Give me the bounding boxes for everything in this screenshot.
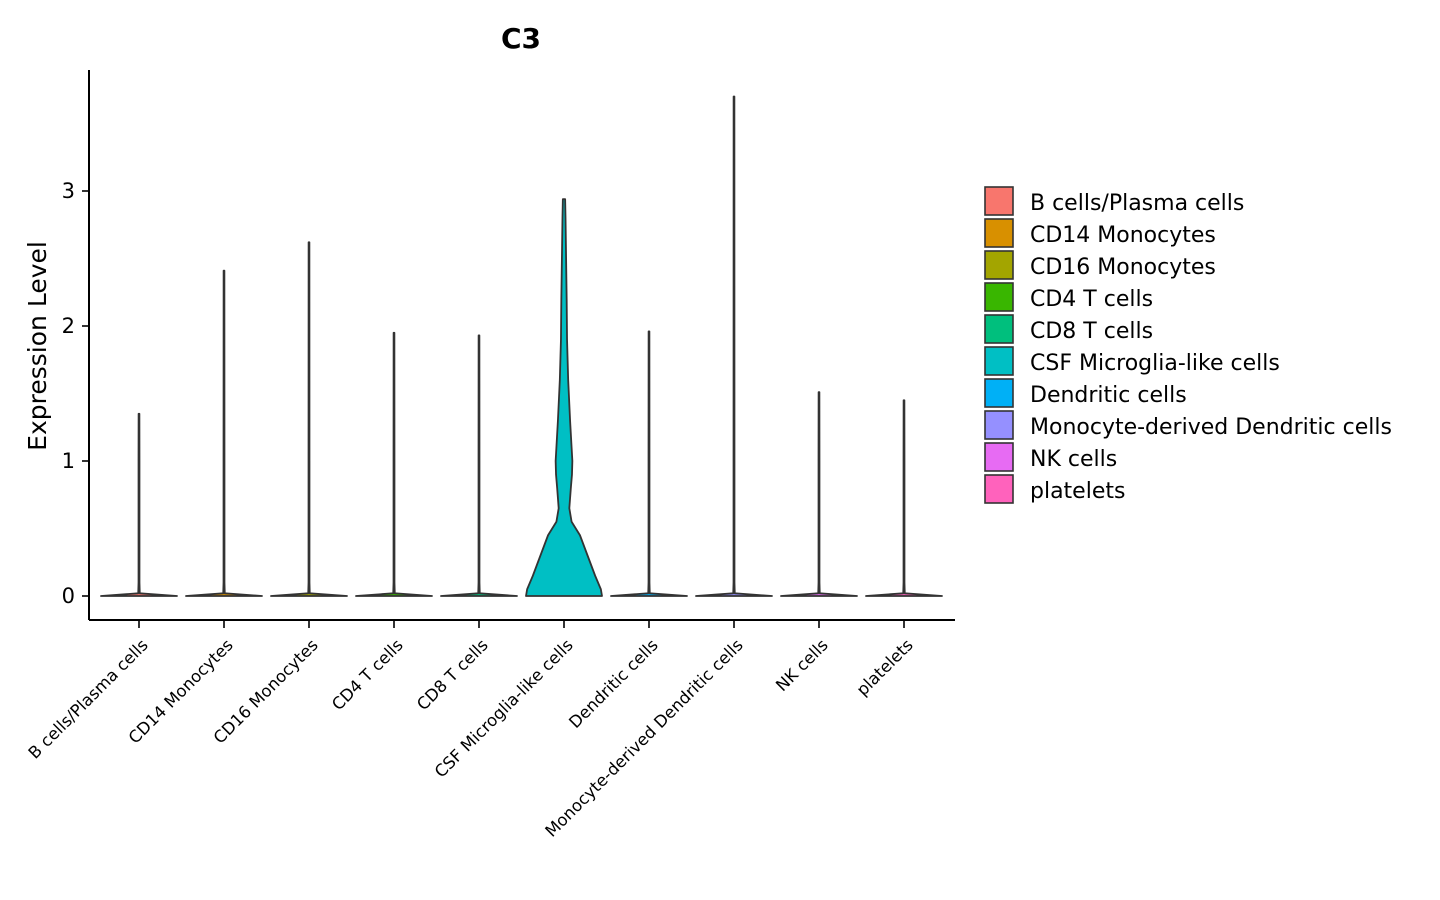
violin-4 [355,331,433,597]
x-tick-label: Dendritic cells [565,635,662,732]
violin-3 [270,241,348,597]
chart-title: C3 [501,22,541,55]
y-tick-label: 3 [62,179,75,203]
legend-label: CD8 T cells [1030,319,1153,344]
y-tick-label: 0 [62,584,75,608]
legend-label: platelets [1030,479,1125,504]
legend-label: CD4 T cells [1030,287,1153,312]
legend-swatch [984,186,1014,216]
legend-label: CD14 Monocytes [1030,223,1216,248]
x-tick-label: platelets [853,635,917,699]
x-tick-label: CSF Microglia-like cells [431,635,577,781]
y-axis-label: Expression Level [23,241,52,451]
legend-swatch [984,218,1014,248]
x-tick-label: CD4 T cells [328,635,407,714]
legend: B cells/Plasma cells CD14 Monocytes CD16 M… [984,186,1392,504]
y-tick-label: 2 [62,314,75,338]
legend-swatch [984,442,1014,472]
legend-swatch [984,378,1014,408]
legend-label: Monocyte-derived Dendritic cells [1030,415,1392,440]
violin-6 [525,198,603,597]
violin-2 [185,269,263,597]
legend-label: CD16 Monocytes [1030,255,1216,280]
violin-8 [695,95,773,597]
violin-7 [610,330,688,597]
x-tick-label: CD8 T cells [413,635,492,714]
legend-swatch [984,346,1014,376]
x-tick-label: NK cells [772,635,832,695]
legend-swatch [984,282,1014,312]
legend-label: Dendritic cells [1030,383,1187,408]
legend-swatch [984,410,1014,440]
violin-1 [100,412,178,597]
violin-5 [440,334,518,597]
violin-9 [780,391,858,597]
legend-swatch [984,314,1014,344]
legend-label: CSF Microglia-like cells [1030,351,1280,376]
x-tick-label: B cells/Plasma cells [25,635,152,762]
y-tick-label: 1 [62,449,75,473]
legend-label: B cells/Plasma cells [1030,191,1244,216]
violin-10 [865,399,943,597]
legend-swatch [984,474,1014,504]
legend-label: NK cells [1030,447,1117,472]
legend-swatch [984,250,1014,280]
